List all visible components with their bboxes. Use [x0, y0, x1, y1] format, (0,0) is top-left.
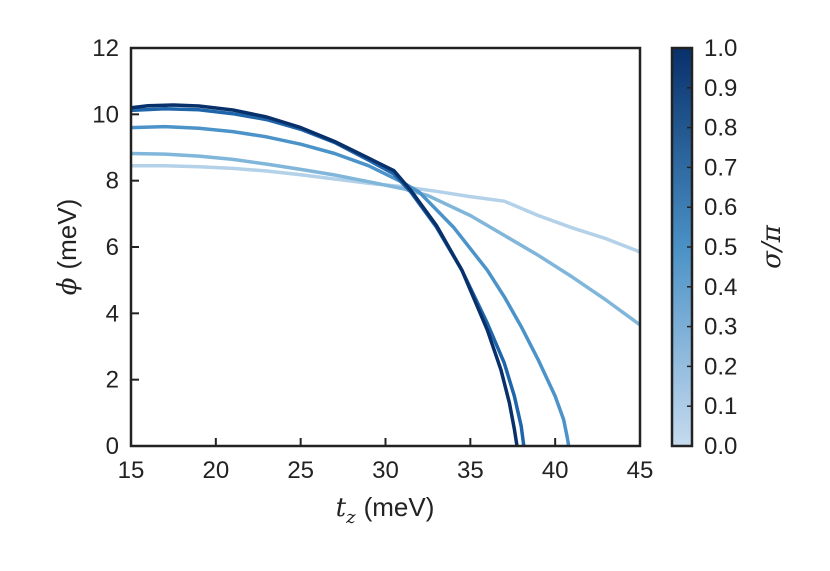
colorbar-tick-label: 0.4 — [704, 274, 737, 301]
colorbar-tick-label: 0.9 — [704, 75, 737, 102]
y-tick-label: 12 — [92, 35, 119, 62]
colorbar-tick-label: 0.0 — [704, 433, 737, 460]
series-layer — [131, 103, 640, 446]
colorbar-tick-label: 0.3 — [704, 314, 737, 341]
colorbar-tick-label: 0.8 — [704, 115, 737, 142]
y-tick-label: 4 — [106, 300, 119, 327]
colorbar-tick-label: 0.6 — [704, 194, 737, 221]
colorbar-tick-label: 0.2 — [704, 353, 737, 380]
y-axis-label: ϕ(meV) — [52, 199, 83, 296]
x-tick-label: 15 — [118, 457, 145, 484]
y-axis: 0 2 4 6 8 10 12 — [92, 35, 139, 460]
colorbar-label: σ/π — [757, 224, 787, 269]
x-tick-label: 45 — [627, 457, 654, 484]
x-tick-label: 30 — [372, 457, 399, 484]
x-tick-label: 20 — [202, 457, 229, 484]
x-tick-label: 35 — [457, 457, 484, 484]
series-line-3 — [131, 106, 526, 446]
y-tick-label: 2 — [106, 367, 119, 394]
series-line-2 — [131, 124, 571, 446]
y-tick-label: 0 — [106, 433, 119, 460]
x-tick-label: 25 — [287, 457, 314, 484]
colorbar-tick-label: 0.1 — [704, 393, 737, 420]
x-axis: 15 20 25 30 35 40 45 — [118, 438, 654, 484]
series-line-0 — [131, 163, 640, 254]
series-line-1 — [131, 151, 640, 327]
colorbar-axis: 0.0 0.1 0.2 0.3 0.4 0.5 0.6 0.7 0.8 0.9 1.0 — [687, 35, 737, 460]
series-line-4 — [131, 103, 519, 446]
x-tick-label: 40 — [542, 457, 569, 484]
x-axis-label: tz (meV) — [336, 492, 435, 528]
colorbar-tick-label: 1.0 — [704, 35, 737, 62]
colorbar-tick-label: 0.7 — [704, 154, 737, 181]
y-tick-label: 10 — [92, 101, 119, 128]
colorbar-tick-label: 0.5 — [704, 234, 737, 261]
y-tick-label: 6 — [106, 234, 119, 261]
y-tick-label: 8 — [106, 168, 119, 195]
